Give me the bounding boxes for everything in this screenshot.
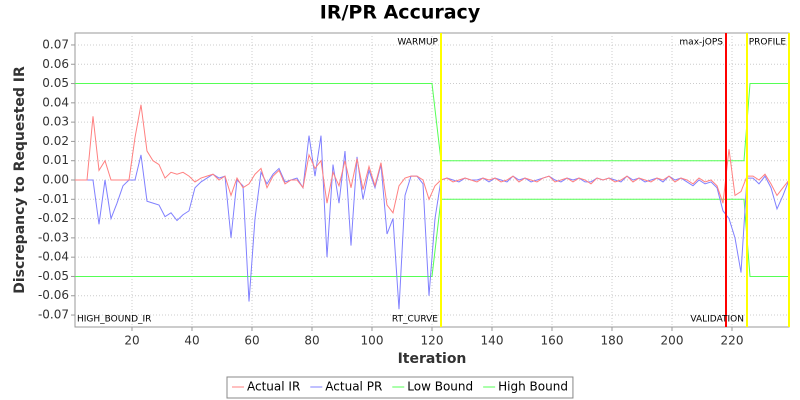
legend: Actual IR Actual PR Low Bound High Bound [226,376,574,399]
legend-label: Low Bound [407,380,473,394]
x-tick-label: 100 [361,334,384,348]
x-tick-label: 180 [601,334,624,348]
x-tick-label: 40 [184,334,199,348]
x-tick-label: 20 [124,334,139,348]
chart-title: IR/PR Accuracy [320,2,481,24]
y-tick-label: -0.06 [38,288,69,302]
y-tick-label: -0.04 [38,250,69,264]
phase-label: RT_CURVE [392,315,438,325]
legend-label: High Bound [498,380,568,394]
y-tick-label: 0.06 [42,57,69,71]
x-tick-label: 160 [541,334,564,348]
x-tick-label: 80 [304,334,319,348]
x-tick-label: 200 [661,334,684,348]
phase-label: WARMUP [397,38,438,48]
y-tick-label: 0.02 [42,134,69,148]
y-tick-label: 0.00 [42,173,69,187]
y-tick-label: -0.07 [38,308,69,322]
y-tick-label: 0.03 [42,115,69,129]
y-tick-label: -0.01 [38,192,69,206]
y-tick-label: 0.05 [42,76,69,90]
y-tick-label: 0.01 [42,153,69,167]
y-tick-label: 0.04 [42,95,69,109]
series-line [75,83,789,162]
series-line [75,104,790,214]
y-tick-label: -0.03 [38,230,69,244]
x-axis-label: Iteration [398,351,467,367]
y-tick-label: -0.05 [38,269,69,283]
phase-label: VALIDATION [690,315,744,325]
phase-label: HIGH_BOUND_IR [77,315,151,325]
legend-label: Actual IR [247,380,300,394]
y-axis-label: Discrepancy to Requested IR [12,66,28,294]
y-tick-label: 0.07 [42,37,69,51]
x-tick-label: 140 [481,334,504,348]
series-line [75,198,789,277]
x-tick-label: 220 [721,334,744,348]
phase-label: PROFILE [749,38,787,48]
phase-label: max-jOPS [679,38,723,48]
legend-label: Actual PR [325,380,382,394]
y-tick-label: -0.02 [38,211,69,225]
x-tick-label: 120 [421,334,444,348]
x-tick-label: 60 [244,334,259,348]
